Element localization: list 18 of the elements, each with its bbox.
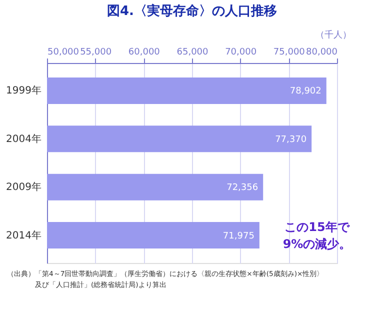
x-tick-label: 50,000 bbox=[48, 48, 80, 58]
x-tick-label: 80,000 bbox=[306, 48, 338, 58]
data-label: 71,975 bbox=[222, 231, 254, 242]
x-tick-label: 75,000 bbox=[273, 48, 306, 58]
x-tick-label: 65,000 bbox=[176, 48, 209, 58]
x-tick-label: 55,000 bbox=[80, 48, 112, 58]
data-label: 72,356 bbox=[226, 183, 258, 194]
annotation: この15年で 9%の減少。 bbox=[282, 220, 352, 251]
chart-title: 図4.〈実母存命〉の人口推移 bbox=[107, 3, 277, 19]
data-label: 78,902 bbox=[290, 86, 322, 97]
x-tick-label: 70,000 bbox=[225, 48, 257, 58]
y-tick-label: 1999年 bbox=[6, 84, 42, 97]
x-axis-title: （千人） bbox=[316, 30, 352, 40]
data-label: 77,370 bbox=[275, 134, 307, 145]
y-tick-label: 2014年 bbox=[6, 229, 42, 242]
x-tick-label: 60,000 bbox=[128, 48, 160, 58]
y-tick-label: 2004年 bbox=[6, 132, 42, 145]
y-tick-label: 2009年 bbox=[6, 181, 42, 194]
